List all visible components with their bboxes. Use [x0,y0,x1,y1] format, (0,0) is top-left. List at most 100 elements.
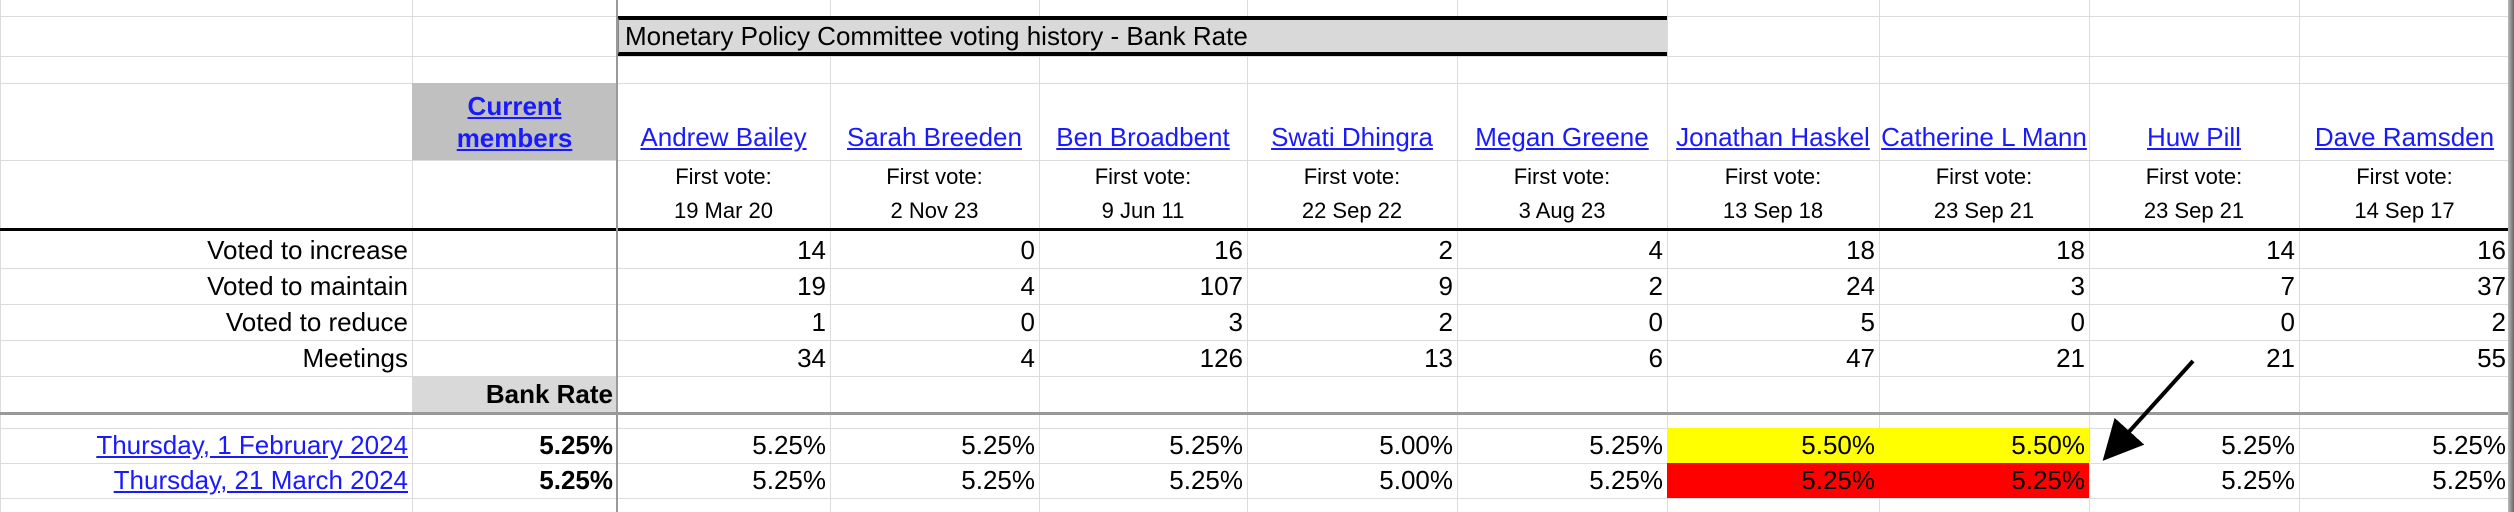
stat-value: 21 [2266,342,2295,373]
grid-line [1247,0,1248,512]
stat-value: 3 [1228,306,1243,337]
vote-rate: 5.25% [2432,465,2506,495]
current-members-header[interactable]: Current members [412,83,617,160]
vote-rate: 5.50% [1667,428,1879,463]
stat-value: 0 [1020,234,1035,265]
grid-line [1667,0,1668,512]
stat-value: 2 [1438,306,1453,337]
stat-value: 7 [2280,270,2295,301]
vote-rate: 5.25% [961,465,1035,495]
vote-rate: 5.25% [1169,430,1243,460]
vote-rate: 5.25% [961,430,1035,460]
first-vote-label: First vote: [675,164,772,189]
grid-line [0,56,2514,57]
first-vote-date: 23 Sep 21 [1933,198,2035,223]
member-name[interactable]: Andrew Bailey [640,122,807,152]
stat-value: 47 [1846,342,1875,373]
vote-rate: 5.25% [2221,465,2295,495]
meeting-date[interactable]: Thursday, 21 March 2024 [113,465,408,495]
grid-line [0,463,2514,464]
stat-value: 16 [2477,234,2506,265]
grid-line [1879,0,1880,512]
stat-value: 1 [811,306,826,337]
vote-rate: 5.25% [2221,430,2295,460]
first-vote-label: First vote: [1724,164,1822,189]
stat-value: 34 [797,342,826,373]
stat-value: 18 [2056,234,2085,265]
member-name[interactable]: Jonathan Haskel [1676,122,1870,152]
bank-rate: 5.25% [539,465,613,495]
first-vote-date: 2 Nov 23 [890,198,979,223]
row-label: Voted to maintain [207,270,408,301]
grid-line [830,0,831,512]
frozen-divider [0,412,2514,415]
stat-value: 3 [2070,270,2085,301]
grid-line [0,340,2514,341]
vote-rate: 5.25% [752,430,826,460]
first-vote-label: First vote: [886,164,983,189]
stat-value: 16 [1214,234,1243,265]
stat-value: 55 [2477,342,2506,373]
stat-value: 0 [1648,306,1663,337]
grid-line [0,83,2514,84]
grid-line [0,498,2514,499]
stat-value: 21 [2056,342,2085,373]
stat-value: 2 [1438,234,1453,265]
member-name[interactable]: Huw Pill [2147,122,2241,152]
stat-value: 107 [1199,270,1243,301]
stat-value: 14 [2266,234,2295,265]
first-vote-label: First vote: [1513,164,1611,189]
grid-line [2299,0,2300,512]
grid-line [0,428,2514,429]
stat-value: 19 [797,270,826,301]
stat-value: 4 [1648,234,1663,265]
member-name[interactable]: Megan Greene [1475,122,1649,152]
stat-value: 6 [1648,342,1663,373]
vote-rate: 5.25% [1667,463,1879,498]
stat-value: 24 [1846,270,1875,301]
stat-value: 9 [1438,270,1453,301]
stat-value: 0 [2070,306,2085,337]
first-vote-date: 3 Aug 23 [1518,198,1606,223]
stat-value: 2 [1648,270,1663,301]
member-name[interactable]: Swati Dhingra [1271,122,1433,152]
right-edge [2508,0,2514,512]
grid-line [0,304,2514,305]
row-label: Voted to increase [207,234,408,265]
stat-value: 13 [1424,342,1453,373]
first-vote-label: First vote: [1094,164,1192,189]
member-name[interactable]: Dave Ramsden [2314,122,2495,152]
stat-value: 2 [2491,306,2506,337]
stat-value: 37 [2477,270,2506,301]
first-vote-date: 22 Sep 22 [1301,198,1403,223]
grid-line [0,160,2514,161]
first-vote-date: 13 Sep 18 [1722,198,1824,223]
meeting-date[interactable]: Thursday, 1 February 2024 [96,430,408,460]
first-vote-label: First vote: [2145,164,2243,189]
bank-rate-label: Bank Rate [412,376,617,413]
stat-value: 4 [1020,270,1035,301]
member-name[interactable]: Ben Broadbent [1056,122,1230,152]
row-label: Meetings [302,342,409,373]
row-label: Voted to reduce [225,306,408,337]
member-name[interactable]: Catherine L Mann [1881,122,2087,152]
grid-line [1039,0,1040,512]
grid-line [0,0,1,512]
vote-rate: 5.00% [1379,465,1453,495]
vote-rate: 5.00% [1379,430,1453,460]
first-vote-date: 14 Sep 17 [2354,198,2455,223]
stat-value: 18 [1846,234,1875,265]
grid-line [2089,0,2090,512]
vote-rate: 5.25% [2432,430,2506,460]
vote-rate: 5.25% [1589,465,1663,495]
grid-line [1457,0,1458,512]
stat-value: 14 [797,234,826,265]
grid-line [0,376,2514,377]
header-divider [0,228,2514,231]
bank-rate: 5.25% [539,430,613,460]
vote-rate: 5.25% [752,465,826,495]
first-vote-date: 23 Sep 21 [2143,198,2245,223]
member-name[interactable]: Sarah Breeden [847,122,1022,152]
stat-value: 4 [1020,342,1035,373]
vote-rate: 5.25% [1169,465,1243,495]
